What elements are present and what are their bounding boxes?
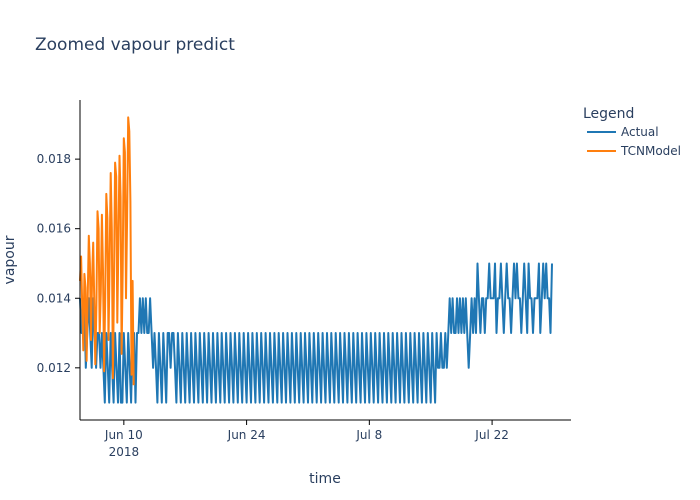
y-axis-ticks: 0.012 0.014 0.016 0.018 [37,152,80,375]
x-axis-title: time [309,471,341,487]
y-tick-label: 0.014 [37,291,71,305]
y-axis-title: vapour [2,235,18,284]
x-tick-sublabel: 2018 [109,445,140,459]
x-tick-label: Jun 10 [104,428,143,442]
legend-item-tcnmodel[interactable]: TCNModel [587,144,681,158]
y-tick-label: 0.012 [37,361,71,375]
legend-label: Actual [621,125,659,139]
series-line-tcnmodel [79,116,135,386]
y-tick-label: 0.018 [37,152,71,166]
x-tick-label: Jun 24 [227,428,266,442]
legend[interactable]: Legend Actual TCNModel [583,106,681,158]
x-tick-label: Jul 22 [474,428,509,442]
x-tick-label: Jul 8 [355,428,382,442]
legend-title: Legend [583,106,634,122]
legend-items: Actual TCNModel [587,125,681,158]
series-layer [79,116,553,404]
chart-title: Zoomed vapour predict [35,35,235,55]
x-axis-ticks: Jun 10 2018 Jun 24 Jul 8 Jul 22 [104,420,509,459]
series-line-actual [79,262,553,404]
y-tick-label: 0.016 [37,222,71,236]
legend-item-actual[interactable]: Actual [587,125,659,139]
legend-label: TCNModel [620,144,681,158]
